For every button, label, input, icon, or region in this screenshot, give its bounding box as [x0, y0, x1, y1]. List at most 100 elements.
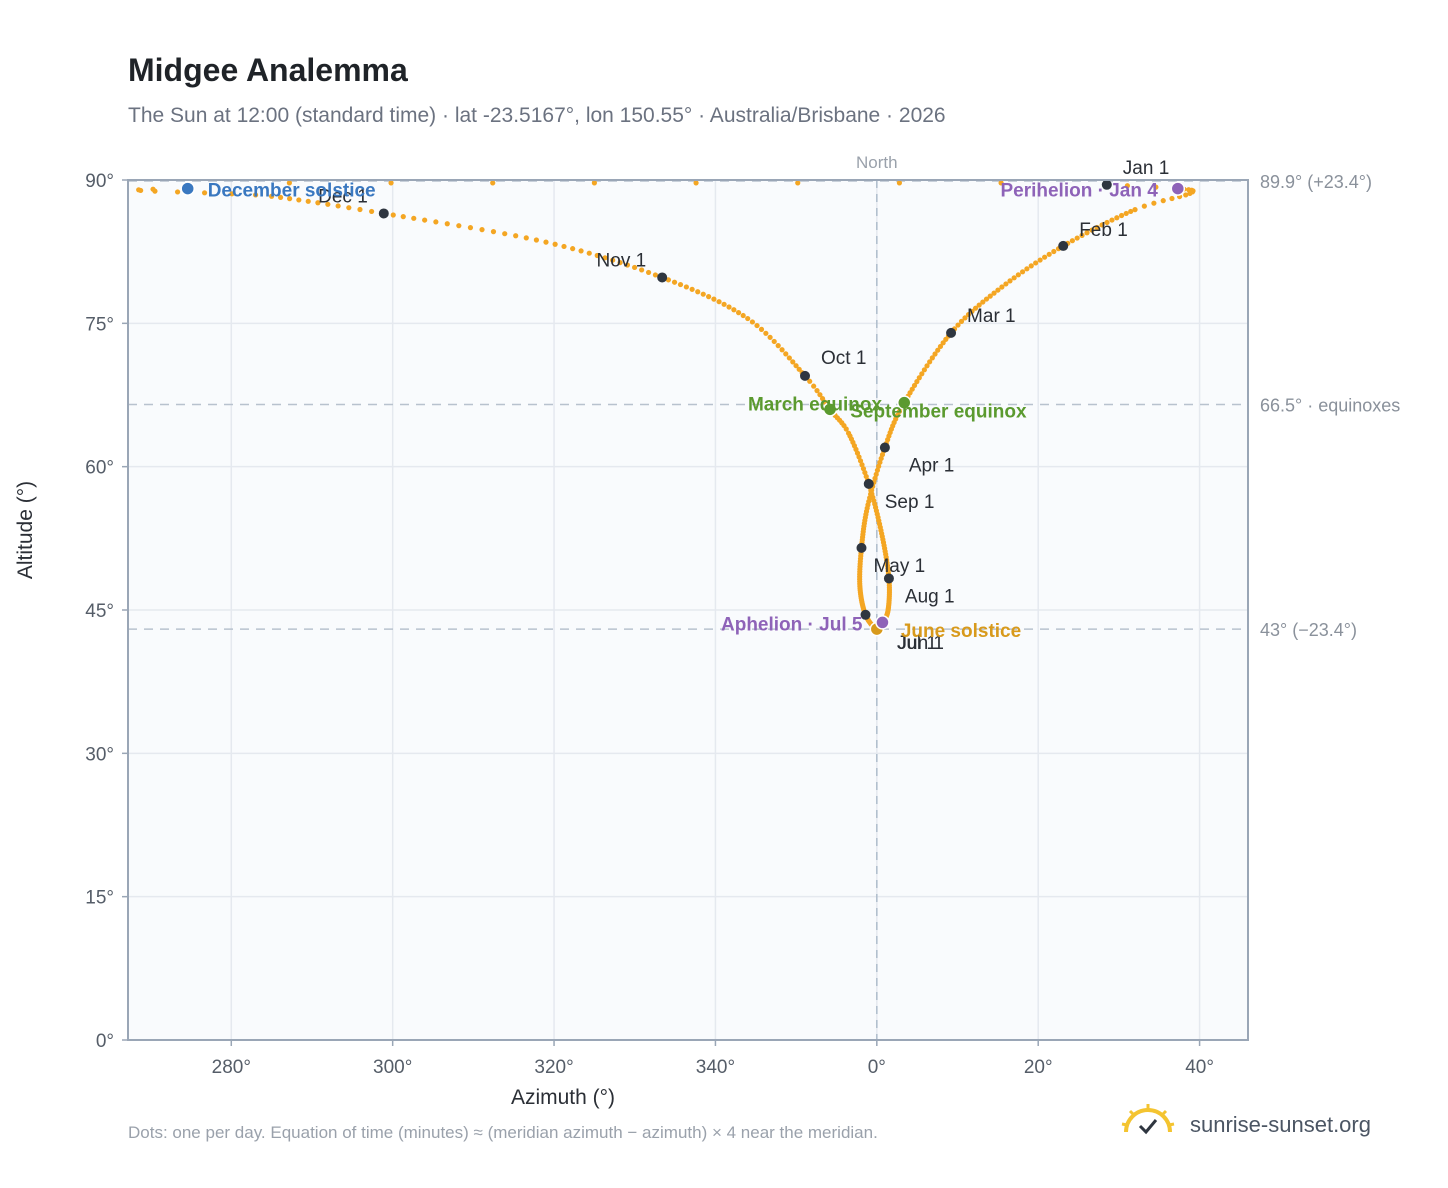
reference-line-label: 89.9° (+23.4°): [1260, 172, 1372, 192]
curve-dot: [745, 315, 751, 322]
curve-dot: [269, 193, 275, 199]
month-marker: [378, 208, 389, 219]
curve-dot: [1015, 272, 1021, 278]
curve-dot: [771, 338, 777, 345]
y-tick-label: 75°: [85, 314, 114, 335]
curve-dot: [1114, 215, 1120, 221]
curve-dot: [962, 315, 968, 321]
curve-dot: [502, 231, 508, 237]
curve-dot: [795, 180, 801, 186]
month-marker-label: Feb 1: [1079, 220, 1128, 241]
month-marker: [883, 573, 894, 584]
curve-dot: [932, 351, 938, 357]
curve-dot: [911, 382, 918, 389]
x-tick-label: 280°: [212, 1057, 251, 1078]
x-axis-label: Azimuth (°): [511, 1086, 615, 1109]
curve-dot: [980, 299, 986, 305]
chart-subtitle: The Sun at 12:00 (standard time) · lat -…: [128, 104, 946, 127]
curve-dot: [876, 463, 882, 469]
curve-dot: [277, 194, 284, 201]
curve-dot: [1028, 263, 1034, 269]
curve-dot: [1169, 195, 1175, 202]
curve-dot: [786, 355, 792, 361]
month-marker: [946, 327, 957, 338]
curve-dot: [174, 189, 181, 195]
curve-dot: [1099, 222, 1105, 228]
curve-dot: [790, 359, 796, 365]
curve-dot: [1033, 260, 1039, 266]
curve-dot: [1011, 275, 1017, 281]
chart-title: Midgee Analemma: [128, 52, 408, 88]
month-marker: [1101, 179, 1112, 190]
curve-dot: [991, 290, 997, 296]
curve-dot: [921, 367, 927, 373]
curve-dot: [631, 264, 638, 271]
curve-dot: [296, 197, 302, 203]
curve-dot: [652, 272, 659, 278]
curve-dot: [958, 318, 965, 324]
curve-dot: [860, 466, 867, 472]
curve-dot: [357, 206, 363, 213]
curve-dot: [873, 471, 879, 477]
curve-dot: [929, 355, 935, 361]
curve-dot: [411, 215, 417, 221]
curve-dot: [726, 304, 732, 310]
curve-dot: [467, 225, 474, 231]
curve-dot: [586, 250, 592, 256]
curve-dot: [1160, 198, 1166, 204]
curve-dot: [533, 237, 540, 243]
curve-dot: [624, 262, 631, 268]
curve-dot: [683, 284, 689, 290]
curve-dot: [369, 208, 375, 215]
event-label: December solstice: [208, 181, 376, 202]
curve-dot: [1069, 238, 1075, 244]
curve-dot: [388, 180, 394, 186]
month-marker-label: Sep 1: [885, 492, 935, 513]
month-marker: [856, 542, 867, 553]
curve-dot: [1187, 190, 1193, 196]
curve-dot: [570, 246, 576, 252]
curve-dot: [872, 475, 878, 481]
month-marker-label: Jul 1: [897, 633, 937, 654]
y-tick-label: 15°: [85, 888, 114, 909]
curve-dot: [689, 286, 695, 292]
curve-dot: [695, 289, 701, 295]
curve-dot: [1104, 219, 1110, 226]
event-label: Perihelion · Jan 4: [1000, 181, 1158, 202]
curve-dot: [1037, 257, 1043, 263]
curve-dot: [1118, 212, 1125, 219]
month-marker: [863, 478, 874, 489]
curve-dot: [700, 291, 706, 297]
curve-dot: [1128, 208, 1134, 215]
event-marker: [897, 395, 912, 410]
curve-dot: [940, 340, 946, 346]
curve-dot: [995, 287, 1001, 293]
curve-dot: [617, 259, 623, 266]
event-label: September equinox: [850, 402, 1027, 423]
month-marker-label: Jan 1: [1123, 158, 1169, 179]
curve-dot: [1183, 192, 1189, 198]
curve-dot: [639, 267, 645, 273]
brand[interactable]: sunrise-sunset.org: [1120, 1100, 1400, 1150]
curve-dot: [1007, 278, 1013, 284]
curve-dot: [1089, 227, 1095, 233]
curve-dot: [916, 375, 922, 381]
curve-dot: [775, 343, 781, 349]
curve-dot: [1024, 266, 1030, 272]
curve-dot: [523, 235, 529, 241]
y-axis-label: Altitude (°): [14, 481, 37, 579]
x-tick-label: 320°: [534, 1057, 573, 1078]
reference-line-label: 66.5° · equinoxes: [1260, 396, 1400, 416]
curve-dot: [1123, 210, 1129, 217]
curve-dot: [490, 229, 497, 235]
curve-dot: [740, 312, 746, 319]
curve-dot: [252, 192, 259, 198]
event-markers: December solstice June solstice March equi…: [180, 181, 1186, 642]
curve-dot: [735, 310, 742, 316]
curve-dot: [315, 200, 321, 206]
curve-dot: [969, 308, 975, 314]
month-marker-label: Apr 1: [909, 456, 954, 477]
curve-dot: [955, 322, 961, 328]
month-marker: [800, 370, 811, 381]
